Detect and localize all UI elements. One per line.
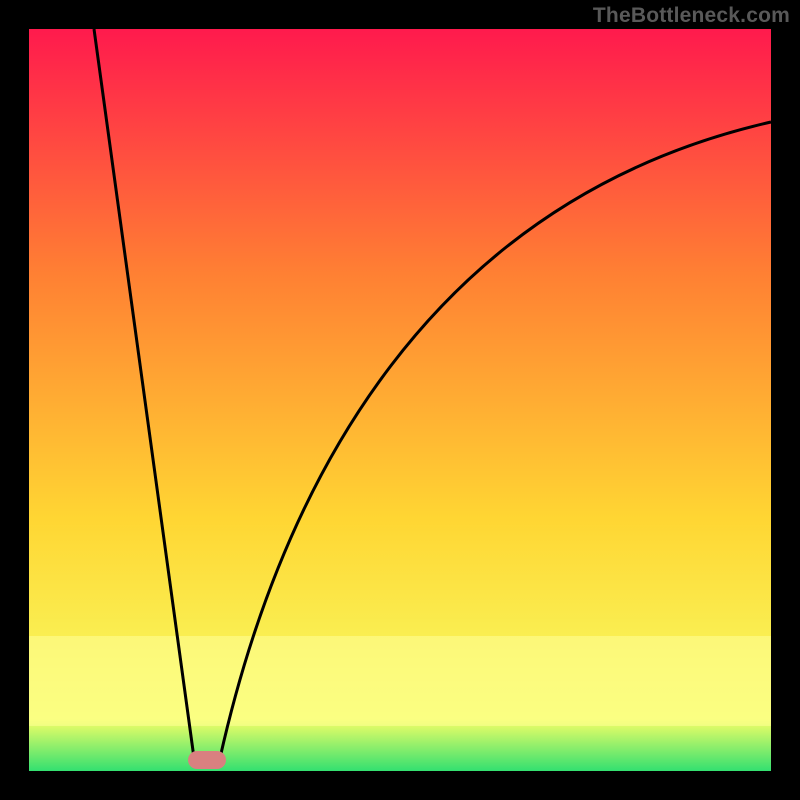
watermark-text: TheBottleneck.com	[593, 4, 790, 28]
optimum-marker	[188, 751, 226, 769]
curve-ascent	[220, 122, 771, 758]
curve-descent	[94, 29, 194, 758]
curve-layer	[0, 0, 800, 800]
chart-frame: TheBottleneck.com	[0, 0, 800, 800]
